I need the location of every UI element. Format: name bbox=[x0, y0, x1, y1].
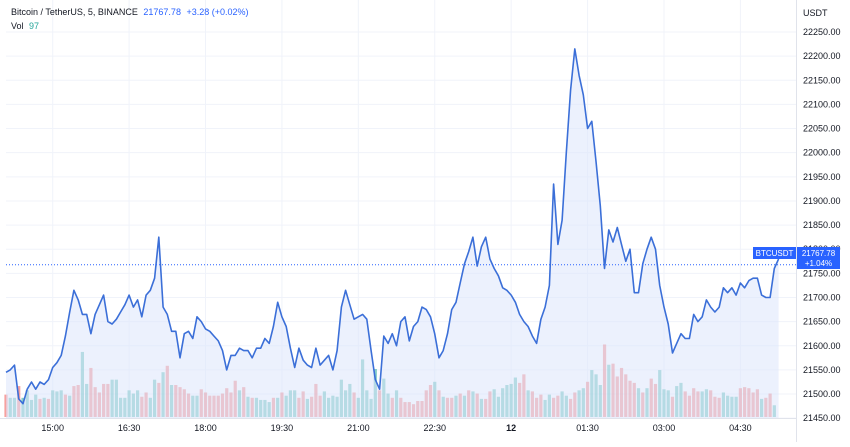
time-axis-label: 03:00 bbox=[653, 423, 676, 433]
price-tag-symbol: BTCUSDT bbox=[756, 249, 794, 258]
price-axis-label: 21850.00 bbox=[803, 220, 841, 230]
price-axis-label: 22150.00 bbox=[803, 75, 841, 85]
time-axis-label: 16:30 bbox=[118, 423, 141, 433]
time-axis-label: 19:30 bbox=[271, 423, 294, 433]
price-axis-label: 21900.00 bbox=[803, 196, 841, 206]
time-axis-label: 12 bbox=[506, 423, 516, 433]
price-axis[interactable]: USDT 21450.00 21500.00 21550.00 21600.00 216… bbox=[796, 0, 841, 442]
price-axis-label: 22250.00 bbox=[803, 27, 841, 37]
price-axis-label: 21450.00 bbox=[803, 413, 841, 423]
price-axis-unit: USDT bbox=[803, 8, 828, 18]
price-axis-label: 21600.00 bbox=[803, 341, 841, 351]
price-change-value: +3.28 (+0.02%) bbox=[186, 7, 249, 17]
price-tag-value: 21767.78 bbox=[802, 249, 836, 258]
price-tag-change: +1.04% bbox=[805, 259, 832, 268]
price-axis-label: 22000.00 bbox=[803, 148, 841, 158]
last-price-value: 21767.78 bbox=[143, 7, 181, 17]
price-axis-label: 21550.00 bbox=[803, 365, 841, 375]
series-legend[interactable]: Bitcoin / TetherUS, 5, BINANCE 21767.78 … bbox=[11, 7, 252, 17]
symbol-title[interactable]: Bitcoin / TetherUS, 5, BINANCE bbox=[11, 7, 138, 17]
price-axis-label: 21500.00 bbox=[803, 389, 841, 399]
price-axis-label: 21750.00 bbox=[803, 268, 841, 278]
price-line bbox=[5, 48, 780, 405]
time-axis-label: 15:00 bbox=[41, 423, 64, 433]
time-axis-label: 04:30 bbox=[729, 423, 752, 433]
time-axis-label: 18:00 bbox=[194, 423, 217, 433]
volume-label: Vol bbox=[11, 21, 24, 31]
price-tag: BTCUSDT 21767.78 +1.04% bbox=[753, 247, 840, 269]
price-axis-label: 21950.00 bbox=[803, 172, 841, 182]
price-axis-label: 22100.00 bbox=[803, 99, 841, 109]
time-axis-label: 21:00 bbox=[347, 423, 370, 433]
price-area bbox=[6, 48, 779, 419]
price-axis-label: 22200.00 bbox=[803, 51, 841, 61]
time-axis[interactable]: 15:00 16:30 18:00 19:30 21:00 22:30 12 01:30 03:… bbox=[0, 418, 796, 434]
price-tag-symbol-bg bbox=[753, 247, 796, 259]
price-axis-label: 22050.00 bbox=[803, 124, 841, 134]
price-axis-label: 21700.00 bbox=[803, 292, 841, 302]
volume-legend[interactable]: Vol 97 bbox=[11, 21, 42, 31]
price-axis-label: 21650.00 bbox=[803, 317, 841, 327]
time-axis-label: 22:30 bbox=[423, 423, 446, 433]
time-axis-label: 01:30 bbox=[576, 423, 599, 433]
volume-value: 97 bbox=[29, 21, 40, 31]
price-tag-value-bg bbox=[797, 247, 840, 269]
